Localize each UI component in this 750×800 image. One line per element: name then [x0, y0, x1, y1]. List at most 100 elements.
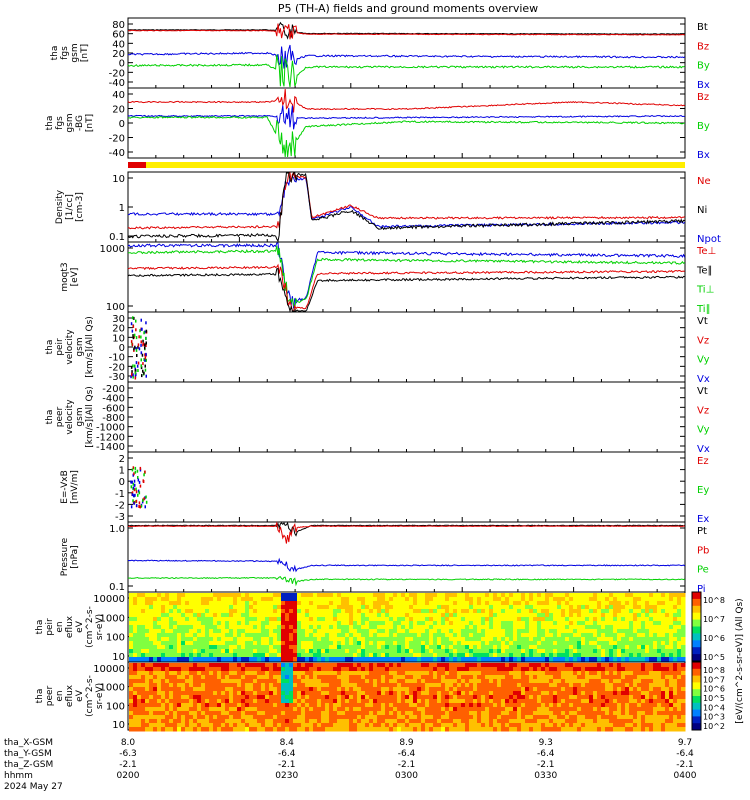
spec-cell — [293, 633, 298, 638]
spec-cell — [553, 617, 558, 622]
spec-cell — [473, 609, 478, 614]
spec-cell — [525, 637, 530, 642]
spec-cell — [597, 691, 602, 696]
spec-cell — [277, 629, 282, 634]
spec-cell — [617, 657, 622, 662]
spec-cell — [453, 597, 458, 602]
spec-cell — [461, 695, 466, 700]
spec-cell — [453, 671, 458, 676]
spec-cell — [197, 621, 202, 626]
spec-cell — [533, 629, 538, 634]
spec-cell — [441, 695, 446, 700]
spec-cell — [349, 695, 354, 700]
spec-cell — [437, 671, 442, 676]
spec-cell — [273, 613, 278, 618]
spec-cell — [389, 609, 394, 614]
spec-cell — [337, 593, 342, 598]
spec-cell — [361, 683, 366, 688]
spec-cell — [453, 617, 458, 622]
spec-cell — [221, 625, 226, 630]
spec-cell — [365, 715, 370, 720]
spec-cell — [441, 703, 446, 708]
spec-cell — [289, 597, 294, 602]
spec-cell — [621, 653, 626, 658]
spec-cell — [205, 625, 210, 630]
spec-cell — [345, 719, 350, 724]
spec-cell — [197, 691, 202, 696]
spec-cell — [205, 675, 210, 680]
spec-cell — [681, 637, 686, 642]
spec-cell — [601, 707, 606, 712]
spec-cell — [441, 597, 446, 602]
spec-cell — [309, 667, 314, 672]
spec-cell — [301, 649, 306, 654]
spec-cell — [261, 667, 266, 672]
spec-cell — [413, 695, 418, 700]
spec-cell — [509, 649, 514, 654]
spec-cell — [385, 707, 390, 712]
spec-cell — [441, 653, 446, 658]
velocity-point — [137, 343, 140, 347]
spec-cell — [465, 719, 470, 724]
spec-cell — [493, 641, 498, 646]
spec-cell — [445, 593, 450, 598]
spec-cell — [673, 653, 678, 658]
spec-cell — [513, 641, 518, 646]
spec-cell — [569, 649, 574, 654]
spec-cell — [369, 609, 374, 614]
velocity-point — [130, 340, 133, 344]
spec-cell — [569, 695, 574, 700]
spec-cell — [421, 605, 426, 610]
spec-cell — [293, 617, 298, 622]
spec-cell — [445, 687, 450, 692]
spec-cell — [133, 691, 138, 696]
spec-cell — [129, 633, 134, 638]
spec-cell — [233, 617, 238, 622]
spec-cell — [621, 637, 626, 642]
spec-cell — [141, 719, 146, 724]
spec-cell — [285, 621, 290, 626]
spec-cell — [537, 723, 542, 728]
spec-cell — [289, 707, 294, 712]
spec-cell — [257, 593, 262, 598]
velocity-point — [137, 369, 139, 372]
spec-cell — [277, 609, 282, 614]
spec-cell — [501, 621, 506, 626]
efield-point — [142, 480, 145, 483]
spec-cell — [221, 691, 226, 696]
spec-cell — [213, 663, 218, 668]
spec-cell — [341, 629, 346, 634]
spec-cell — [177, 605, 182, 610]
spec-cell — [137, 657, 142, 662]
spec-cell — [389, 633, 394, 638]
spec-cell — [401, 667, 406, 672]
spec-cell — [417, 711, 422, 716]
spec-cell — [221, 649, 226, 654]
spec-cell — [309, 679, 314, 684]
spec-cell — [241, 601, 246, 606]
spec-cell — [277, 695, 282, 700]
spec-cell — [293, 597, 298, 602]
spec-cell — [589, 683, 594, 688]
spec-cell — [401, 691, 406, 696]
spec-cell — [545, 625, 550, 630]
spec-cell — [357, 691, 362, 696]
spec-cell — [141, 703, 146, 708]
spec-cell — [589, 617, 594, 622]
spec-cell — [453, 679, 458, 684]
spec-cell — [605, 605, 610, 610]
spec-cell — [469, 637, 474, 642]
spec-cell — [425, 723, 430, 728]
spec-cell — [225, 625, 230, 630]
spec-cell — [229, 675, 234, 680]
spec-cell — [561, 671, 566, 676]
spec-cell — [489, 629, 494, 634]
spec-cell — [321, 609, 326, 614]
spec-cell — [413, 727, 418, 732]
spec-cell — [413, 633, 418, 638]
spec-cell — [153, 691, 158, 696]
spec-cell — [377, 645, 382, 650]
spec-cell — [181, 699, 186, 704]
spec-cell — [193, 695, 198, 700]
spec-cell — [321, 629, 326, 634]
